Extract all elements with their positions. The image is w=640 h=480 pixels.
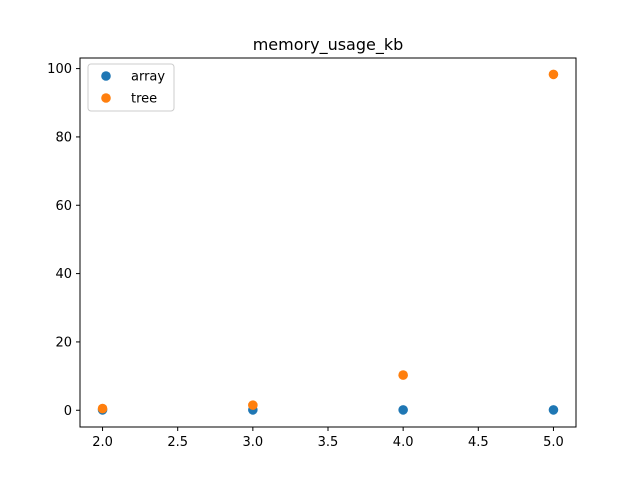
x-tick-label: 4.0 <box>393 435 414 450</box>
x-tick-label: 5.0 <box>543 435 564 450</box>
x-tick-label: 3.5 <box>318 435 339 450</box>
y-tick-label: 60 <box>55 199 72 214</box>
x-tick-label: 3.0 <box>243 435 264 450</box>
y-tick-label: 40 <box>55 267 72 282</box>
x-tick-label: 4.5 <box>468 435 489 450</box>
legend-label-tree: tree <box>131 92 157 107</box>
legend: array tree <box>87 63 175 112</box>
data-point-array <box>548 405 559 415</box>
data-point-tree <box>97 403 108 414</box>
plot-area-frame <box>79 57 577 428</box>
legend-marker-array <box>101 71 111 81</box>
x-tick-label: 2.0 <box>92 435 113 450</box>
x-tick-label: 2.5 <box>167 435 188 450</box>
chart-title: memory_usage_kb <box>253 35 404 55</box>
data-point-tree <box>248 400 258 410</box>
y-tick-label: 0 <box>64 404 72 419</box>
legend-label-array: array <box>131 70 165 85</box>
y-tick-label: 20 <box>55 335 72 350</box>
y-tick-label: 100 <box>47 62 72 77</box>
data-point-tree <box>548 69 559 80</box>
axis-ticks: 2.0 2.5 3.0 3.5 4.0 4.5 5.0 0 20 40 60 80 100 <box>47 62 564 450</box>
y-tick-label: 80 <box>55 130 72 145</box>
data-point-array <box>398 405 408 415</box>
data-points <box>97 69 559 415</box>
legend-marker-tree <box>101 93 111 103</box>
data-point-tree <box>398 370 408 380</box>
